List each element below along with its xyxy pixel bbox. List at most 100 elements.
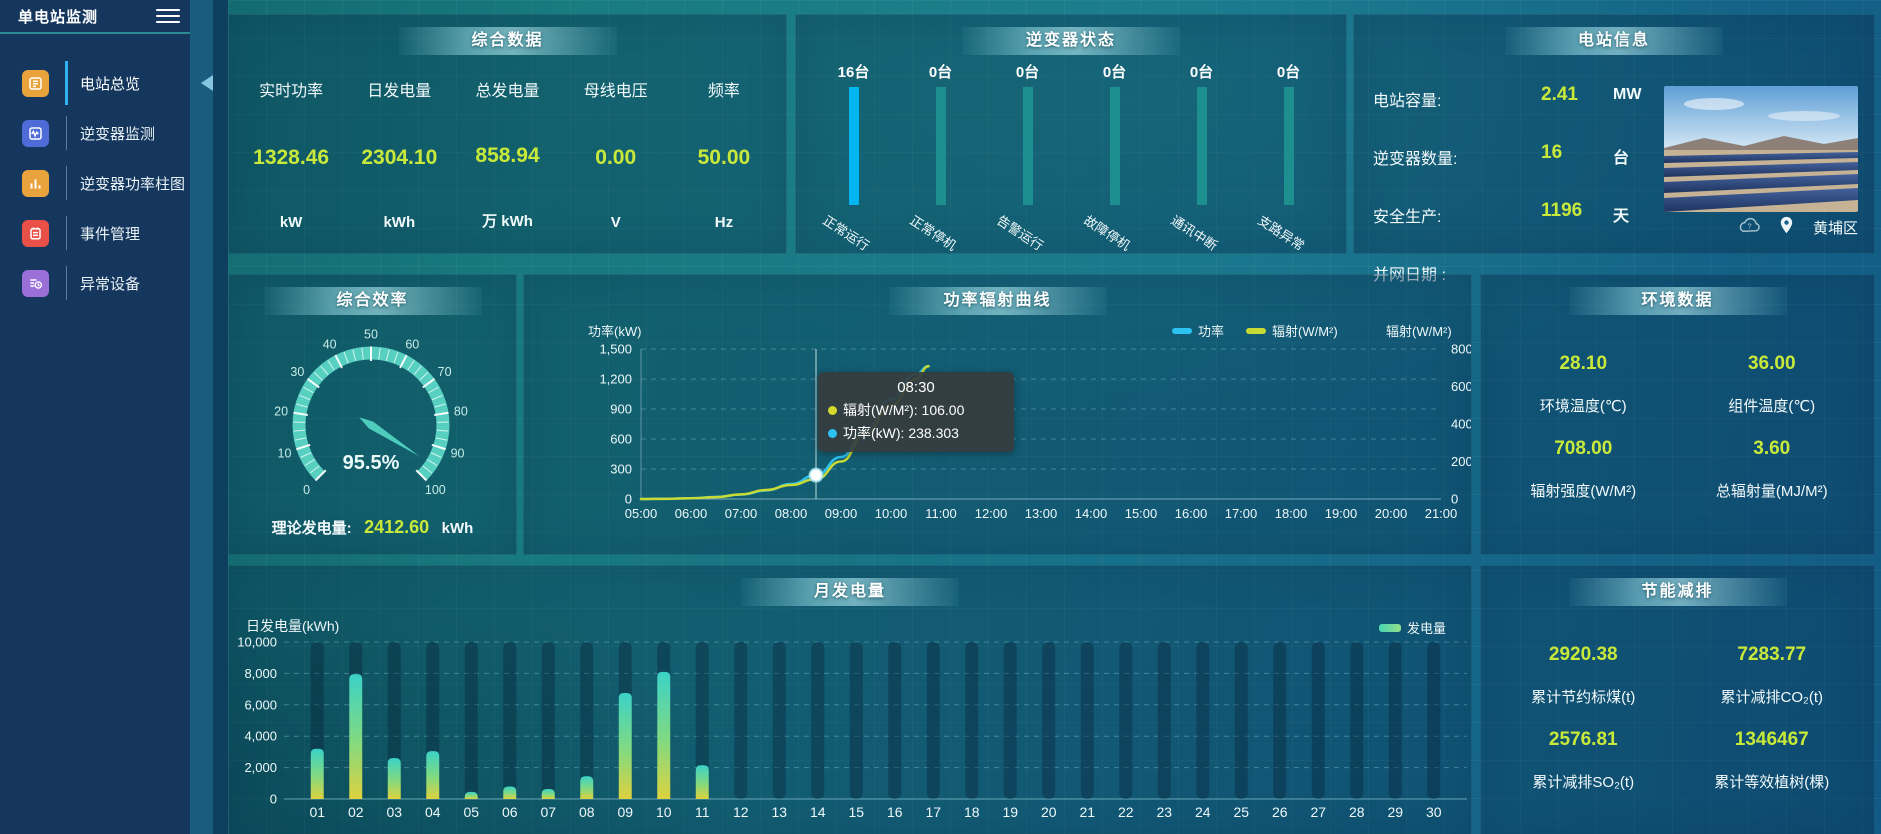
curve-legend: 功率 辐射(W/M²) xyxy=(1172,321,1338,340)
metric-unit: kW xyxy=(279,214,303,231)
abnormal-device-icon xyxy=(22,269,49,297)
svg-text:28: 28 xyxy=(1349,804,1365,820)
svg-text:08: 08 xyxy=(579,804,595,820)
item-divider xyxy=(66,266,67,300)
svg-text:06:00: 06:00 xyxy=(675,506,708,521)
tooltip-text: 功率(kW): 238.303 xyxy=(843,425,959,441)
svg-text:1,500: 1,500 xyxy=(599,342,632,357)
svg-text:20: 20 xyxy=(274,404,288,418)
svg-text:09:00: 09:00 xyxy=(825,506,858,521)
svg-text:16:00: 16:00 xyxy=(1175,506,1208,521)
svg-text:2,000: 2,000 xyxy=(244,760,277,775)
svg-text:06: 06 xyxy=(502,804,518,820)
svg-text:04: 04 xyxy=(425,804,441,820)
svg-text:80: 80 xyxy=(454,404,468,418)
metric-value: 0.00 xyxy=(595,145,637,169)
sidebar-item-station-overview[interactable]: 电站总览 xyxy=(0,58,190,108)
svg-text:600: 600 xyxy=(1451,379,1471,394)
station-info-rows: 电站容量: 2.41 MW 逆变器数量: 16 台 安全生产: 1196 天 并… xyxy=(1373,75,1673,293)
stat-value: 28.10 xyxy=(1559,353,1608,374)
metric-value: 1328.46 xyxy=(253,145,330,169)
svg-text:17:00: 17:00 xyxy=(1225,506,1258,521)
svg-text:0: 0 xyxy=(270,792,277,807)
svg-text:24: 24 xyxy=(1195,804,1211,820)
panel-title: 月发电量 xyxy=(741,578,959,606)
radiation-dot-icon xyxy=(828,405,837,415)
stat-label: 组件温度(℃) xyxy=(1728,398,1816,415)
panel-summary-data: 综合数据 实时功率 1328.46 kW 日发电量 2304.10 kWh 总发… xyxy=(228,14,787,254)
sidebar-item-abnormal-devices[interactable]: 异常设备 xyxy=(0,258,190,308)
stat-value: 708.00 xyxy=(1554,438,1613,459)
collapse-arrow-icon[interactable] xyxy=(201,75,213,91)
svg-text:25: 25 xyxy=(1233,804,1249,820)
panel-station-info: 电站信息 电站容量: 2.41 MW 逆变器数量: 16 台 安全生产: 119… xyxy=(1353,14,1875,284)
row-unit: MW xyxy=(1613,86,1642,103)
status-label: 正常停机 xyxy=(906,212,959,254)
metric-label: 总发电量 xyxy=(475,83,540,100)
panel-title: 功率辐射曲线 xyxy=(888,287,1107,315)
status-count: 0台 xyxy=(1276,64,1301,81)
status-count: 0台 xyxy=(1015,64,1040,81)
env-ambient-temp: 28.10 环境温度(℃) xyxy=(1489,341,1678,426)
sidebar-item-event-management[interactable]: 事件管理 xyxy=(0,208,190,258)
location-pin-icon[interactable] xyxy=(1780,216,1793,239)
svg-text:05:00: 05:00 xyxy=(625,506,658,521)
metric-unit: kWh xyxy=(383,214,416,231)
legend-radiation[interactable]: 辐射(W/M²) xyxy=(1246,321,1338,340)
legend-power[interactable]: 功率 xyxy=(1172,321,1224,340)
metric-unit: V xyxy=(610,214,621,231)
theory-label: 理论发电量: xyxy=(271,520,352,537)
legend-label: 辐射(W/M²) xyxy=(1272,324,1338,339)
svg-text:13: 13 xyxy=(771,804,787,820)
svg-text:800: 800 xyxy=(1451,342,1471,357)
sidebar-item-label: 逆变器监测 xyxy=(80,125,156,143)
inverter-status-normal-stop: 0台 正常停机 xyxy=(897,61,984,253)
inverter-count-row: 逆变器数量: 16 台 xyxy=(1373,133,1673,191)
summary-metrics: 实时功率 1328.46 kW 日发电量 2304.10 kWh 总发电量 85… xyxy=(237,67,778,243)
svg-text:16: 16 xyxy=(887,804,903,820)
status-count: 0台 xyxy=(928,64,953,81)
power-radiation-chart[interactable]: 1,500 1,200 900 600 300 0 800 600 400 200 0 05:00 06… xyxy=(524,275,1472,554)
status-bar xyxy=(935,87,946,205)
weather-icon[interactable]: ? xyxy=(1738,217,1760,238)
environment-grid: 28.10 环境温度(℃) 36.00 组件温度(℃) 708.00 辐射强度(… xyxy=(1489,341,1866,511)
metric-realtime-power: 实时功率 1328.46 kW xyxy=(237,67,345,243)
theory-unit: kWh xyxy=(441,520,474,537)
station-footer: ? 黄埔区 xyxy=(1738,216,1858,239)
status-label: 通讯中断 xyxy=(1167,212,1220,254)
item-divider xyxy=(66,116,67,150)
svg-text:8,000: 8,000 xyxy=(244,666,277,681)
sidebar-item-inverter-power-bars[interactable]: 逆变器功率柱图 xyxy=(0,158,190,208)
safe-production-row: 安全生产: 1196 天 xyxy=(1373,191,1673,249)
sidebar-collapse-strip[interactable] xyxy=(190,0,228,834)
monthly-generation-chart[interactable]: 10,000 8,000 6,000 4,000 2,000 0 01 02 03 04 05 06 0… xyxy=(229,566,1471,834)
svg-text:1,200: 1,200 xyxy=(599,372,632,387)
svg-text:90: 90 xyxy=(451,447,465,461)
sidebar-item-inverter-monitor[interactable]: 逆变器监测 xyxy=(0,108,190,158)
panel-inverter-status: 逆变器状态 16台 正常运行 0台 正常停机 0台 告警运行 0台 故障停机 xyxy=(795,14,1347,254)
stat-value: 1346467 xyxy=(1734,729,1809,750)
stat-label: 累计等效植树(棵) xyxy=(1714,774,1830,791)
status-bar xyxy=(1196,87,1207,205)
metric-label: 实时功率 xyxy=(259,83,324,100)
svg-text:02: 02 xyxy=(348,804,364,820)
efficiency-gauge[interactable]: 0 10 20 30 40 50 60 70 80 90 100 95.5% xyxy=(251,317,491,517)
inverter-status-branch-abnormal: 0台 支路异常 xyxy=(1245,61,1332,253)
status-bar xyxy=(1022,87,1033,205)
svg-text:6,000: 6,000 xyxy=(244,697,277,712)
svg-text:0: 0 xyxy=(625,492,632,507)
svg-text:26: 26 xyxy=(1272,804,1288,820)
monthly-legend[interactable]: 发电量 xyxy=(1379,618,1446,637)
chart-tooltip: 08:30 辐射(W/M²): 106.00 功率(kW): 238.303 xyxy=(818,372,1014,452)
panel-title: 节能减排 xyxy=(1568,578,1787,606)
left-axis-title: 功率(kW) xyxy=(588,324,642,339)
row-label: 并网日期 : xyxy=(1373,267,1446,284)
panel-energy-saving: 节能减排 2920.38 累计节约标煤(t) 7283.77 累计减排CO₂(t… xyxy=(1480,565,1875,834)
panel-title: 综合效率 xyxy=(263,287,482,315)
svg-text:14: 14 xyxy=(810,804,826,820)
sidebar-item-label: 电站总览 xyxy=(80,75,141,93)
menu-toggle-icon[interactable] xyxy=(156,2,180,30)
svg-text:20: 20 xyxy=(1041,804,1057,820)
metric-total-generation: 总发电量 858.94 万 kWh xyxy=(453,67,561,243)
